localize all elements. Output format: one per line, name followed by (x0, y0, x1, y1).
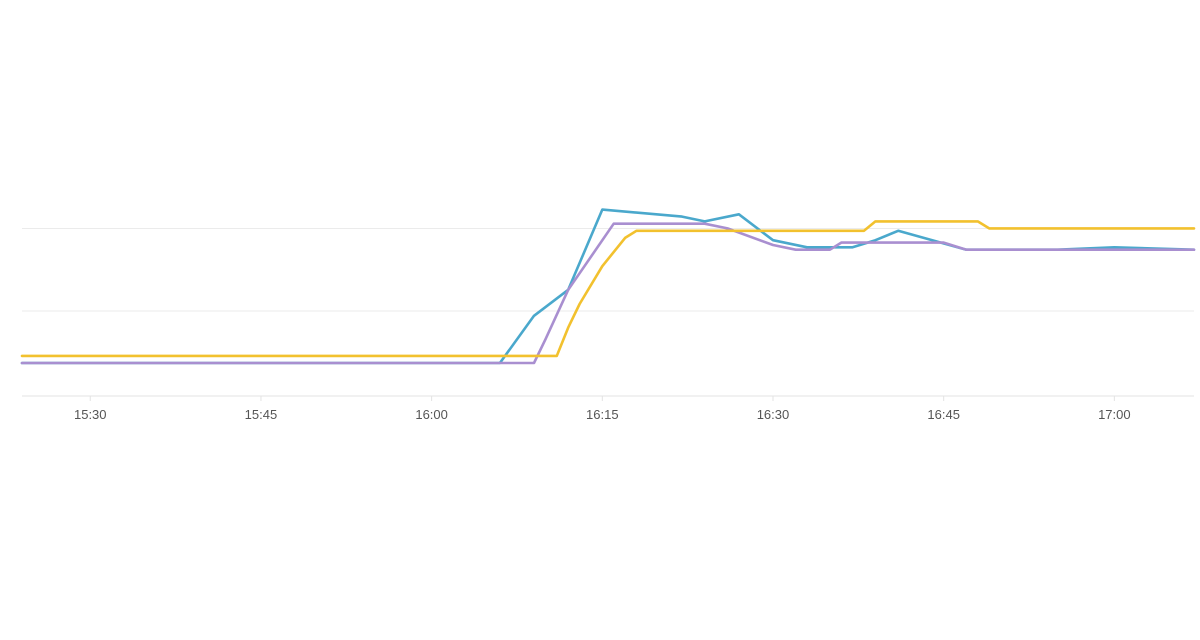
x-tick-label: 16:00 (415, 407, 448, 422)
series-line-3 (20, 220, 1196, 358)
chart-gridlines (22, 227, 1194, 312)
x-axis-ticks: 15:30 15:45 16:00 16:15 16:30 16:45 17:00 (74, 396, 1131, 422)
x-tick-label: 16:15 (586, 407, 619, 422)
series-line-2 (20, 222, 1196, 365)
x-tick-label: 16:45 (927, 407, 960, 422)
x-tick-label: 15:30 (74, 407, 107, 422)
x-tick-label: 15:45 (245, 407, 278, 422)
chart-series (20, 208, 1196, 365)
x-tick-label: 16:30 (757, 407, 790, 422)
x-tick-label: 17:00 (1098, 407, 1131, 422)
